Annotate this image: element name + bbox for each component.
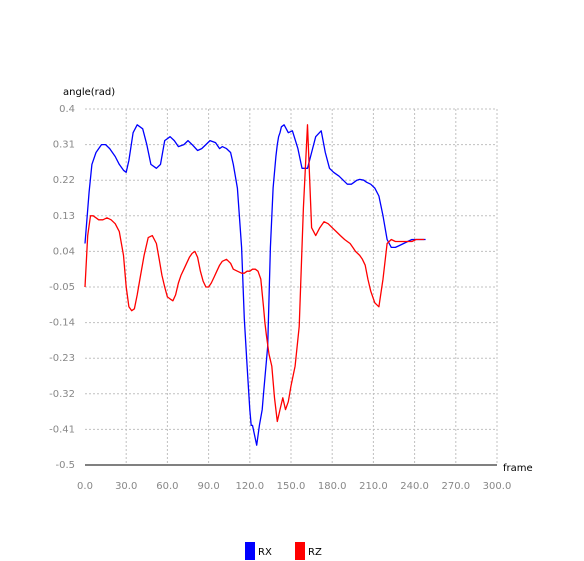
- x-tick-label: 90.0: [197, 481, 219, 492]
- y-tick-label: -0.14: [49, 318, 75, 329]
- y-tick-label: 0.04: [53, 246, 75, 257]
- legend-swatch-rx: [245, 542, 255, 560]
- series-line-rx: [84, 124, 426, 446]
- y-tick-label: 0.4: [59, 104, 75, 115]
- y-tick-label: -0.05: [49, 282, 75, 293]
- x-tick-label: 60.0: [156, 481, 178, 492]
- series-line-rz: [84, 124, 425, 423]
- y-axis-ticks: 0.4 0.31 0.22 0.13 0.04 -0.05 -0.14 -0.23 -0.32 -…: [49, 104, 75, 471]
- y-tick-label: 0.22: [53, 175, 75, 186]
- x-tick-label: 150.0: [277, 481, 306, 492]
- y-tick-label: -0.41: [49, 424, 75, 435]
- x-tick-label: 120.0: [235, 481, 264, 492]
- y-axis-title: angle(rad): [63, 87, 115, 98]
- x-tick-label: 300.0: [483, 481, 512, 492]
- x-tick-label: 270.0: [441, 481, 470, 492]
- x-tick-label: 240.0: [400, 481, 429, 492]
- x-axis-title: frame: [503, 463, 533, 474]
- x-tick-label: 210.0: [359, 481, 388, 492]
- x-tick-label: 0.0: [77, 481, 93, 492]
- legend-swatch-rz: [295, 542, 305, 560]
- y-tick-label: -0.23: [49, 353, 75, 364]
- y-tick-label: -0.5: [55, 460, 75, 471]
- plot-lines: [84, 124, 426, 446]
- legend-label-rx: RX: [258, 547, 272, 558]
- y-tick-label: 0.13: [53, 211, 75, 222]
- x-axis-ticks: 0.0 30.0 60.0 90.0 120.0 150.0 180.0 210.0 240.0…: [77, 481, 511, 492]
- y-tick-label: -0.32: [49, 389, 75, 400]
- y-tick-label: 0.31: [53, 140, 75, 151]
- legend: RX RZ: [245, 542, 322, 560]
- gridlines: [85, 108, 498, 465]
- x-tick-label: 180.0: [318, 481, 347, 492]
- x-tick-label: 30.0: [115, 481, 137, 492]
- legend-label-rz: RZ: [308, 547, 322, 558]
